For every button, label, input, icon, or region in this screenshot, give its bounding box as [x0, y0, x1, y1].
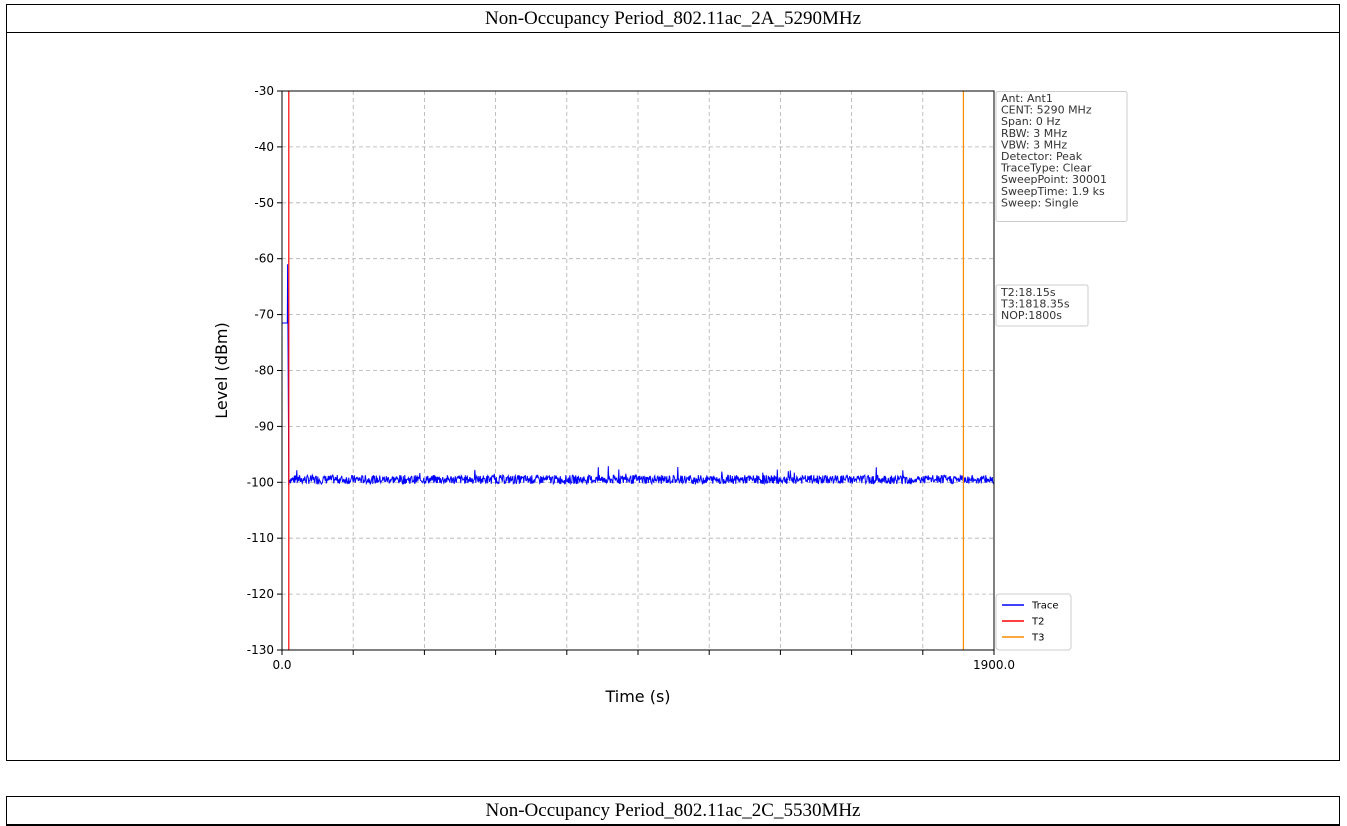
info-line: Sweep: Single — [1001, 196, 1079, 209]
timing-box-frame — [995, 284, 1089, 327]
y-tick-label: -90 — [254, 419, 274, 433]
y-tick-label: -110 — [247, 531, 274, 545]
y-tick-label: -130 — [247, 643, 274, 657]
legend: Trace T2 T3 — [995, 593, 1072, 651]
legend-label-t2: T2 — [1031, 617, 1044, 628]
panel-title: Non-Occupancy Period_802.11ac_2A_5290MHz — [7, 5, 1339, 33]
trace-line — [281, 264, 995, 486]
legend-frame — [995, 593, 1072, 651]
legend-label-trace: Trace — [1031, 601, 1059, 612]
y-tick-label: -100 — [247, 475, 274, 489]
info-line: RBW: 3 MHz — [1001, 127, 1067, 140]
timing-line: T2:18.15s — [1000, 286, 1056, 299]
info-line: SweepPoint: 30001 — [1001, 173, 1107, 186]
y-tick-label: -50 — [254, 196, 274, 210]
info-line: Span: 0 Hz — [1001, 115, 1061, 128]
timing-line: T3:1818.35s — [1000, 298, 1070, 311]
y-tick-label: -80 — [254, 364, 274, 378]
info-line: CENT: 5290 MHz — [1001, 104, 1092, 117]
info-line: SweepTime: 1.9 ks — [1001, 185, 1105, 198]
info-box-frame — [995, 91, 1128, 222]
x-tick-label: 0.0 — [272, 658, 291, 672]
y-tick-label: -120 — [247, 587, 274, 601]
y-tick-label: -30 — [254, 84, 274, 98]
info-line: TraceType: Clear — [1000, 162, 1092, 175]
info-line: VBW: 3 MHz — [1001, 138, 1067, 151]
y-axis-label: Level (dBm) — [212, 322, 231, 419]
info-line: Ant: Ant1 — [1001, 92, 1053, 105]
y-tick-label: -60 — [254, 252, 274, 266]
y-tick-label: -70 — [254, 308, 274, 322]
x-tick-label: 1900.0 — [973, 658, 1015, 672]
info-line: Detector: Peak — [1001, 150, 1083, 163]
legend-label-t3: T3 — [1031, 633, 1044, 644]
x-axis-label: Time (s) — [604, 687, 670, 706]
y-tick-label: -40 — [254, 140, 274, 154]
timing-line: NOP:1800s — [1001, 309, 1062, 322]
